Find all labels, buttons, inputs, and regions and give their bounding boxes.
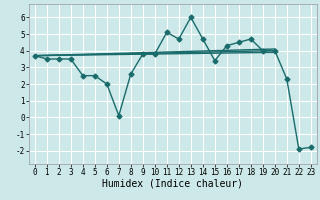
X-axis label: Humidex (Indice chaleur): Humidex (Indice chaleur) (102, 179, 243, 189)
